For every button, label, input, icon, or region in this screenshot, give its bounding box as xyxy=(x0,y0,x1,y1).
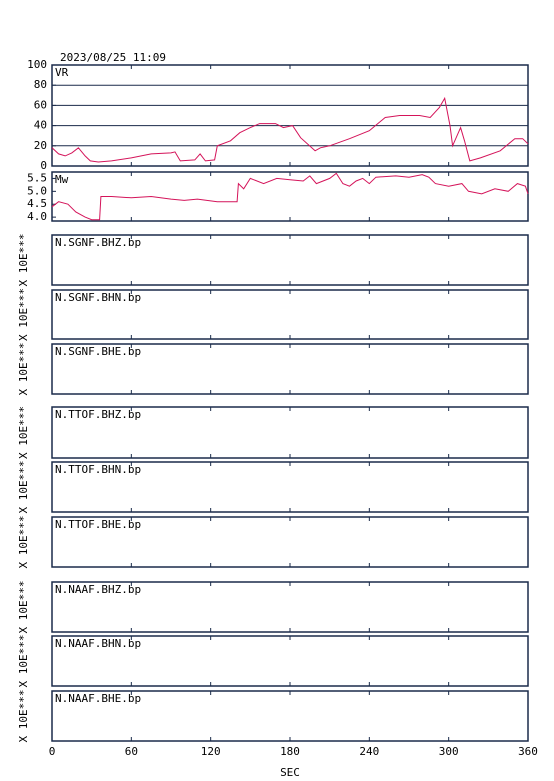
x-tick-label: 120 xyxy=(201,745,221,758)
y-axis-label: X 10E*** xyxy=(17,635,30,688)
x-tick-label: 180 xyxy=(280,745,300,758)
y-axis-label: X 10E*** xyxy=(17,406,30,459)
y-axis-label: X 10E*** xyxy=(17,288,30,341)
y-tick-label: 4.0 xyxy=(27,210,47,223)
panel-label: Mw xyxy=(55,173,69,186)
y-tick-label: 100 xyxy=(27,58,47,71)
y-axis-label: X 10E*** xyxy=(17,343,30,396)
y-axis-label: X 10E*** xyxy=(17,234,30,287)
panel-label: N.TTOF.BHZ.bp xyxy=(55,408,141,421)
y-tick-label: 4.5 xyxy=(27,197,47,210)
y-axis-label: X 10E*** xyxy=(17,516,30,569)
y-tick-label: 40 xyxy=(34,119,47,132)
x-tick-label: 0 xyxy=(49,745,56,758)
x-axis-label: SEC xyxy=(280,766,300,779)
panel-label: N.NAAF.BHN.bp xyxy=(55,637,141,650)
y-axis-label: X 10E*** xyxy=(17,581,30,634)
y-tick-label: 80 xyxy=(34,78,47,91)
panel-label: N.TTOF.BHN.bp xyxy=(55,463,141,476)
panel-label: N.SGNF.BHN.bp xyxy=(55,291,141,304)
panel-label: N.NAAF.BHZ.bp xyxy=(55,583,141,596)
y-tick-label: 5.5 xyxy=(27,171,47,184)
x-tick-label: 360 xyxy=(518,745,538,758)
data-line xyxy=(51,172,529,221)
panel-label: N.NAAF.BHE.bp xyxy=(55,692,141,705)
y-axis-label: X 10E*** xyxy=(17,690,30,743)
y-tick-label: 60 xyxy=(34,98,47,111)
panel-label: N.TTOF.BHE.bp xyxy=(55,518,141,531)
chart-title: 2023/08/25 11:09 xyxy=(60,51,166,64)
data-line xyxy=(51,96,529,163)
panel-label: VR xyxy=(55,66,69,79)
y-tick-label: 5.0 xyxy=(27,184,47,197)
x-tick-label: 240 xyxy=(359,745,379,758)
x-tick-label: 300 xyxy=(439,745,459,758)
y-tick-label: 20 xyxy=(34,139,47,152)
panel-label: N.SGNF.BHE.bp xyxy=(55,345,141,358)
x-tick-label: 60 xyxy=(125,745,138,758)
y-axis-label: X 10E*** xyxy=(17,461,30,514)
panel-label: N.SGNF.BHZ.bp xyxy=(55,236,141,249)
panel-frame xyxy=(51,64,529,167)
y-tick-label: 0 xyxy=(40,159,47,172)
